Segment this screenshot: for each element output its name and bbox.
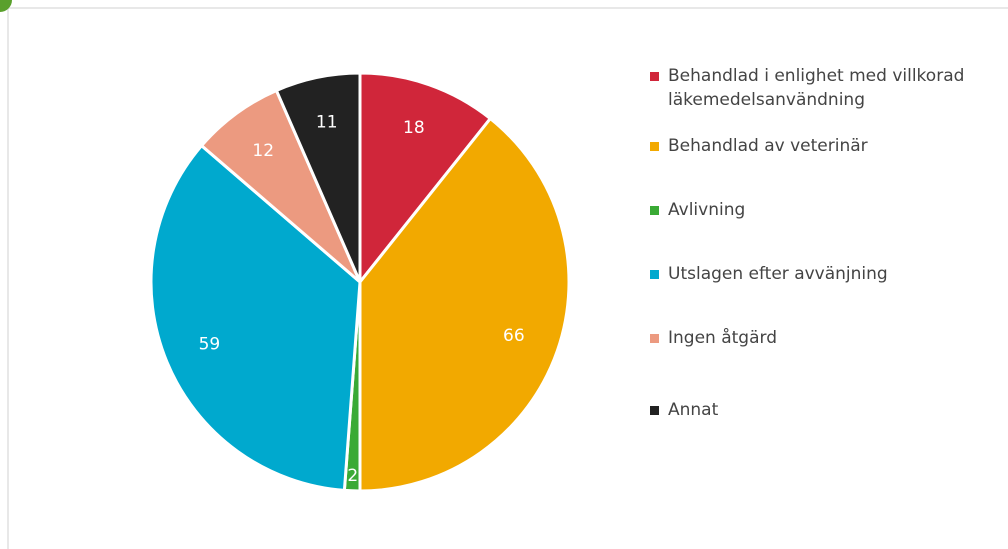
pie-slice [358, 71, 493, 287]
legend-label: Annat [668, 400, 719, 420]
legend-item: Avlivning [650, 198, 995, 222]
legend-label: Behandlad i enlighet med villkorad läkem… [668, 66, 965, 110]
legend-swatch [650, 206, 659, 215]
pie-slice [358, 116, 571, 493]
legend-swatch [650, 334, 659, 343]
pie-slice [149, 143, 362, 493]
data-label: 18 [403, 118, 425, 138]
legend-swatch [650, 142, 659, 151]
legend-swatch [650, 270, 659, 279]
legend-item: Utslagen efter avvänjning [650, 262, 995, 286]
data-label: 59 [199, 334, 221, 354]
data-label: 11 [316, 112, 338, 132]
legend-label: Utslagen efter avvänjning [668, 264, 888, 284]
legend: Behandlad i enlighet med villkorad läkem… [650, 64, 995, 422]
legend-label: Avlivning [668, 200, 746, 220]
legend-item: Ingen åtgärd [650, 326, 995, 350]
pie-slice [274, 71, 362, 283]
legend-item: Behandlad i enlighet med villkorad läkem… [650, 64, 995, 112]
legend-item: Annat [650, 398, 995, 422]
corner-icon [0, 0, 12, 12]
legend-label: Behandlad av veterinär [668, 136, 868, 156]
data-label: 12 [252, 141, 274, 161]
legend-item: Behandlad av veterinär [650, 134, 995, 158]
data-label: 66 [503, 326, 525, 346]
legend-swatch [650, 72, 659, 81]
legend-swatch [650, 406, 659, 415]
legend-label: Ingen åtgärd [668, 328, 777, 348]
data-label: 2 [347, 466, 358, 486]
